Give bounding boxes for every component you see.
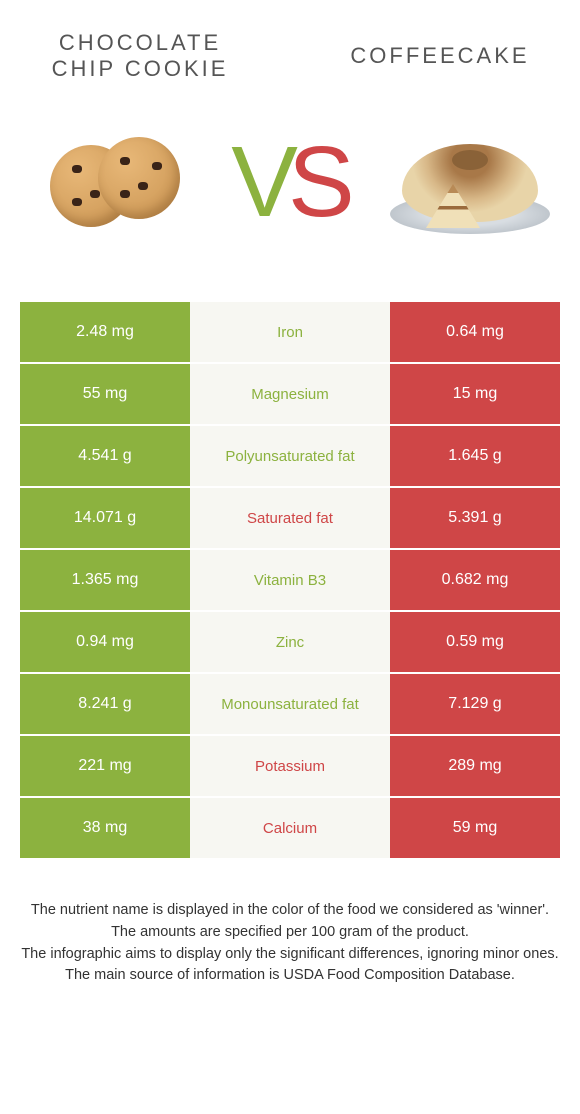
nutrient-label: Saturated fat: [190, 488, 390, 548]
table-row: 2.48 mgIron0.64 mg: [20, 302, 560, 364]
table-row: 55 mgMagnesium15 mg: [20, 364, 560, 426]
vs-v: V: [231, 125, 292, 240]
table-row: 14.071 gSaturated fat5.391 g: [20, 488, 560, 550]
left-value: 2.48 mg: [20, 302, 190, 362]
footer-line: The nutrient name is displayed in the co…: [18, 900, 562, 922]
table-row: 38 mgCalcium59 mg: [20, 798, 560, 860]
left-value: 221 mg: [20, 736, 190, 796]
table-row: 4.541 gPolyunsaturated fat1.645 g: [20, 426, 560, 488]
table-row: 221 mgPotassium289 mg: [20, 736, 560, 798]
right-value: 59 mg: [390, 798, 560, 858]
left-value: 1.365 mg: [20, 550, 190, 610]
coffeecake-image: [390, 127, 540, 237]
vs-s: S: [288, 125, 349, 240]
nutrient-label: Calcium: [190, 798, 390, 858]
left-value: 4.541 g: [20, 426, 190, 486]
right-value: 5.391 g: [390, 488, 560, 548]
vs-label: V S: [231, 125, 348, 240]
left-food-title: Chocolate chip cookie: [40, 30, 240, 82]
footer-line: The amounts are specified per 100 gram o…: [18, 922, 562, 944]
right-food-title: Coffeecake: [340, 43, 540, 69]
left-value: 14.071 g: [20, 488, 190, 548]
nutrient-label: Polyunsaturated fat: [190, 426, 390, 486]
right-value: 1.645 g: [390, 426, 560, 486]
footer-notes: The nutrient name is displayed in the co…: [0, 860, 580, 987]
nutrient-label: Potassium: [190, 736, 390, 796]
nutrient-label: Monounsaturated fat: [190, 674, 390, 734]
cookie-image: [40, 127, 190, 237]
table-row: 0.94 mgZinc0.59 mg: [20, 612, 560, 674]
nutrient-label: Iron: [190, 302, 390, 362]
right-value: 15 mg: [390, 364, 560, 424]
table-row: 8.241 gMonounsaturated fat7.129 g: [20, 674, 560, 736]
header: Chocolate chip cookie Coffeecake: [0, 0, 580, 92]
left-value: 0.94 mg: [20, 612, 190, 672]
right-value: 0.64 mg: [390, 302, 560, 362]
nutrient-label: Zinc: [190, 612, 390, 672]
hero-row: V S: [0, 92, 580, 292]
footer-line: The infographic aims to display only the…: [18, 944, 562, 966]
footer-line: The main source of information is USDA F…: [18, 965, 562, 987]
right-value: 0.682 mg: [390, 550, 560, 610]
left-value: 8.241 g: [20, 674, 190, 734]
left-value: 55 mg: [20, 364, 190, 424]
right-value: 289 mg: [390, 736, 560, 796]
comparison-table: 2.48 mgIron0.64 mg55 mgMagnesium15 mg4.5…: [20, 302, 560, 860]
nutrient-label: Magnesium: [190, 364, 390, 424]
right-value: 0.59 mg: [390, 612, 560, 672]
nutrient-label: Vitamin B3: [190, 550, 390, 610]
right-value: 7.129 g: [390, 674, 560, 734]
left-value: 38 mg: [20, 798, 190, 858]
table-row: 1.365 mgVitamin B30.682 mg: [20, 550, 560, 612]
